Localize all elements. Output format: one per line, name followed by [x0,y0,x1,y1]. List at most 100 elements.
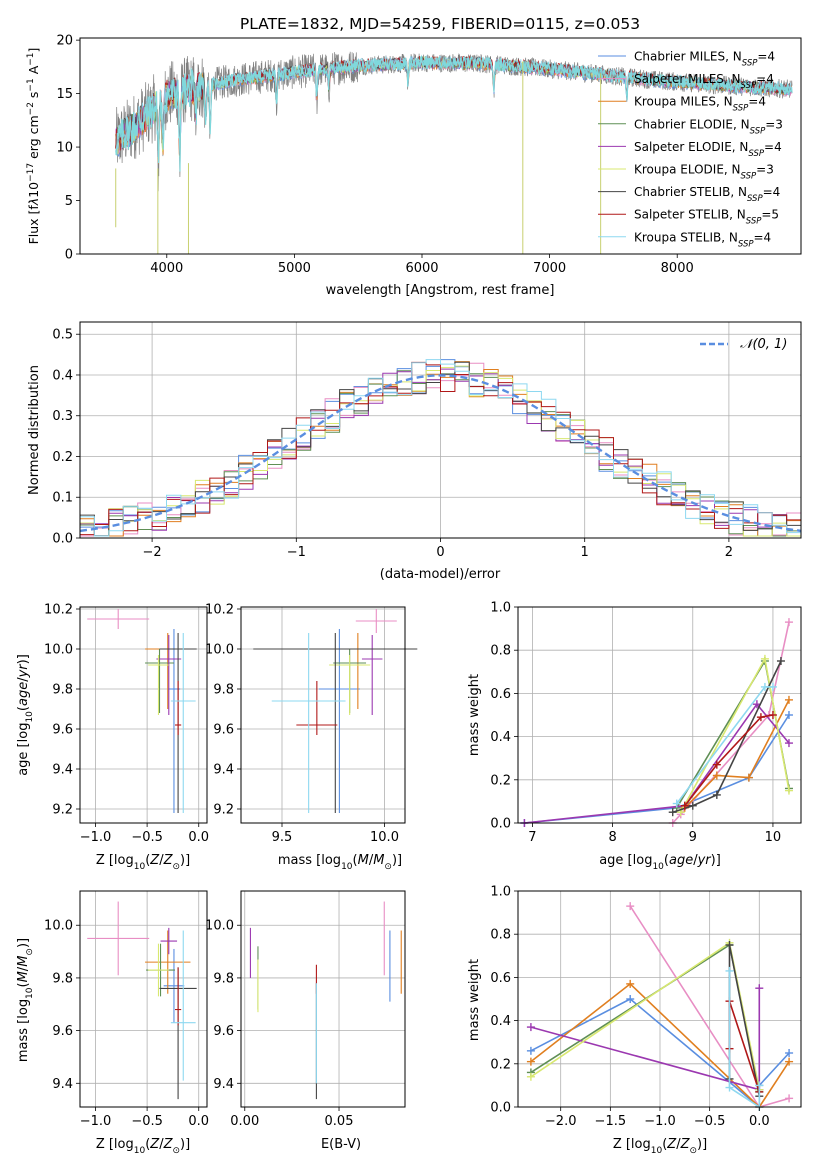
error-bar-point [329,655,371,715]
x-tick-label: 10.0 [370,830,399,845]
plus-marker [785,1049,794,1057]
y-tick-label: 10.2 [205,603,234,618]
histogram-series-step [80,359,801,537]
x-tick-label: 0.0 [188,1114,209,1129]
y-tick-label: 0.5 [52,328,73,343]
axes-frame [517,890,802,1108]
plus-marker [688,801,697,810]
x-tick-label: 10 [765,830,782,845]
x-tick-label: −1.0 [80,1114,112,1129]
plus-marker [760,682,769,691]
y-tick-label: 0.6 [490,971,511,986]
legend-label: Chabrier STELIB, NSSP=4 [634,185,780,204]
plus-marker [526,1057,535,1066]
error-bar-point [87,609,150,629]
y-tick-label: 5 [65,194,73,209]
spectrum-y-label: Flux [fλ10−17 erg cm−2 s−1 A−1] [26,48,41,245]
plus-marker [725,1083,734,1092]
y-tick-label: 9.2 [213,803,234,818]
error-bar-point [156,635,182,715]
plus-marker [756,713,765,722]
plus-marker [784,786,793,795]
x-tick-label: 4000 [150,261,183,276]
normal-reference-curve [79,374,802,533]
x-tick-label: 6000 [405,261,438,276]
legend-label: Chabrier ELODIE, NSSP=3 [634,117,783,136]
weight-vs-metallicity-panel: −2.0 −1.5 −1.0 −0.5 0.0 0.0 0.2 0.4 0.6 0.8 1.0 [490,885,802,1129]
y-tick-label: 0.1 [52,491,73,506]
y-tick-label: 9.8 [52,683,73,698]
error-bar-point [174,967,182,1026]
error-bar-point [87,901,150,976]
y-tick-label: 9.6 [213,723,234,738]
plus-marker [626,995,635,1003]
error-bar-point [163,948,185,1023]
x-tick-label: −2.0 [545,1114,577,1129]
y-tick-label: 0.3 [52,409,73,424]
weight-vs-Z-y-label: mass weight [467,959,482,1041]
x-tick-label: 0.05 [325,1114,354,1129]
x-tick-label: 0.0 [188,830,209,845]
axes-frame [240,890,406,1108]
y-tick-label: 0.2 [52,450,73,465]
y-tick-label: 10.0 [205,919,234,934]
spectrum-plot-area [115,51,793,254]
weight-vs-age-y-label: mass weight [467,674,482,756]
plus-marker [526,1072,535,1081]
y-tick-label: 15 [56,87,73,102]
y-tick-label: 0.6 [490,687,511,702]
plus-marker [526,1023,535,1032]
residual-histogram-panel: −2 −1 0 1 2 0.0 0.1 0.2 0.3 0.4 0.5 (data-model)/e… [27,321,802,582]
plus-marker [768,682,777,691]
weight-series-line [530,943,761,1093]
x-tick-label: 0.00 [230,1114,259,1129]
legend-label: Kroupa MILES, NSSP=4 [634,95,766,114]
y-tick-label: 10.0 [205,643,234,658]
y-tick-label: 0.4 [490,1014,511,1029]
legend-label: Kroupa STELIB, NSSP=4 [634,230,771,249]
y-tick-label: 0.0 [490,1101,511,1116]
x-tick-label: −1.0 [644,1114,676,1129]
weight-series-line [684,714,774,807]
plus-marker [784,618,793,627]
plus-marker [785,1094,794,1103]
mass-vs-Z-x-label: Z [log10(Z/Z⊙)] [96,1137,190,1156]
age-vs-mass-panel: 9.5 10.0 9.2 9.4 9.6 9.8 10.0 10.2 [205,603,418,845]
legend-label: Salpeter STELIB, NSSP=5 [634,208,779,227]
weight-vs-Z-x-label: Z [log10(Z/Z⊙)] [613,1137,707,1156]
plus-marker [626,979,635,988]
age-vs-Z-y-label: age [log10(age/yr)] [16,654,35,776]
legend-label: Salpeter ELODIE, NSSP=4 [634,140,782,159]
x-tick-label: −0.5 [131,1114,163,1129]
plus-marker [712,771,721,780]
y-tick-label: 9.6 [52,1024,73,1039]
age-vs-metallicity-panel: −1.0 −0.5 0.0 9.2 9.4 9.6 9.8 10.0 10.2 [44,603,209,846]
weight-series-line [684,699,790,809]
best-model-spectrum-line [115,54,793,172]
error-bar-point [361,635,383,715]
error-bar-point [318,629,360,813]
error-bar-point [148,655,169,715]
y-tick-label: 9.6 [52,723,73,738]
mass-vs-extinction-panel: 0.00 0.05 9.4 9.6 9.8 10.0 [205,890,406,1129]
y-tick-label: 9.4 [52,763,73,778]
x-tick-label: 0.0 [749,1114,770,1129]
y-tick-label: 9.8 [213,683,234,698]
plus-marker [672,799,681,808]
y-tick-label: 9.8 [52,971,73,986]
histogram-plot-area [79,359,802,537]
weight-series-line [672,660,782,813]
x-tick-label: −0.5 [131,830,163,845]
y-tick-label: 10.2 [44,603,73,618]
axes-frame [79,606,208,824]
y-tick-label: 0 [65,248,73,263]
y-tick-label: 9.4 [213,763,234,778]
plus-marker [668,808,677,817]
x-tick-label: 2 [725,545,733,560]
y-tick-label: 9.6 [213,1024,234,1039]
weight-series-line [524,714,790,824]
y-tick-label: 1.0 [490,601,511,616]
spectrum-title: PLATE=1832, MJD=54259, FIBERID=0115, z=0… [240,15,640,33]
x-tick-label: −1.5 [595,1114,627,1129]
